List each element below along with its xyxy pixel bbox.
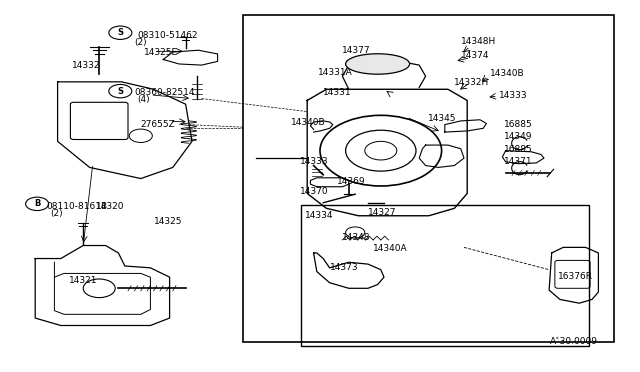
Text: 16376R: 16376R [558, 272, 593, 280]
Text: 08110-8161B: 08110-8161B [46, 202, 108, 211]
Text: S: S [117, 28, 124, 37]
Text: 14340B: 14340B [490, 69, 524, 78]
Text: 14331: 14331 [323, 88, 352, 97]
Text: 14320: 14320 [96, 202, 125, 211]
Text: 14333: 14333 [499, 92, 528, 100]
Text: 14325E: 14325E [144, 48, 178, 57]
Text: 14348: 14348 [342, 233, 371, 242]
Text: (4): (4) [138, 95, 150, 104]
Text: 14373: 14373 [330, 263, 358, 272]
Text: 14369: 14369 [337, 177, 366, 186]
Text: 14333: 14333 [300, 157, 328, 166]
Text: 14377: 14377 [342, 46, 371, 55]
Text: S: S [117, 87, 124, 96]
Text: 14340A: 14340A [372, 244, 407, 253]
Text: 14325: 14325 [154, 217, 182, 226]
Ellipse shape [346, 54, 410, 74]
Text: 14374: 14374 [461, 51, 490, 60]
Text: 14345: 14345 [428, 114, 456, 123]
Text: 27655Z: 27655Z [141, 120, 175, 129]
Text: 14349: 14349 [504, 132, 533, 141]
Text: 16885: 16885 [504, 120, 533, 129]
Text: 14321: 14321 [69, 276, 98, 285]
Text: 14340B: 14340B [291, 118, 326, 126]
Text: 14327: 14327 [368, 208, 397, 217]
Text: 14371: 14371 [504, 157, 533, 166]
Bar [301, 205, 589, 346]
Text: 14348H: 14348H [461, 37, 496, 46]
Text: B: B [34, 199, 40, 208]
Text: 14332H: 14332H [454, 78, 490, 87]
Text: 08360-82514: 08360-82514 [134, 88, 195, 97]
Text: 08310-51462: 08310-51462 [138, 31, 198, 40]
Text: 14334: 14334 [305, 211, 334, 219]
Text: (2): (2) [51, 209, 63, 218]
Text: 14370: 14370 [300, 187, 328, 196]
Bar [243, 15, 614, 342]
Text: 14331A: 14331A [318, 68, 353, 77]
Text: (2): (2) [134, 38, 147, 47]
Text: A˂30.0009: A˂30.0009 [550, 337, 598, 346]
Text: 16885: 16885 [504, 145, 533, 154]
Text: 14332: 14332 [72, 61, 100, 70]
